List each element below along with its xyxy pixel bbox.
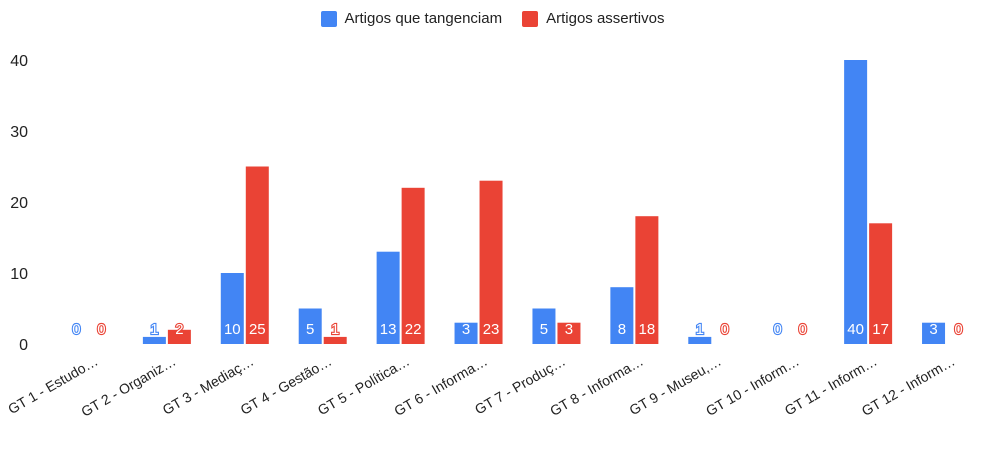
bar	[610, 287, 634, 344]
y-tick-label: 20	[10, 195, 28, 212]
data-label: 5	[540, 321, 548, 338]
data-label: 1	[150, 321, 158, 338]
data-label: 0	[97, 321, 105, 338]
data-label: 1	[696, 321, 704, 338]
bar	[557, 322, 581, 344]
data-label: 17	[872, 321, 889, 338]
bar	[245, 166, 269, 344]
data-label: 23	[483, 321, 500, 338]
data-label: 22	[405, 321, 422, 338]
y-tick-label: 30	[10, 124, 28, 141]
bar	[142, 336, 166, 344]
data-label: 3	[462, 321, 470, 338]
data-label: 25	[249, 321, 266, 338]
legend-label-tangenciam: Artigos que tangenciam	[344, 10, 503, 27]
bar	[922, 322, 946, 344]
data-label: 18	[639, 321, 656, 338]
data-label: 40	[847, 321, 864, 338]
data-label: 13	[380, 321, 397, 338]
bar	[869, 223, 893, 344]
legend-swatch-assertivos	[522, 10, 539, 27]
data-label: 2	[175, 321, 183, 338]
bar	[323, 336, 347, 344]
y-tick-label: 10	[10, 266, 28, 283]
data-label: 10	[224, 321, 241, 338]
legend-label-assertivos: Artigos assertivos	[546, 10, 665, 27]
legend: Artigos que tangenciam Artigos assertivo…	[0, 10, 985, 27]
bar	[376, 251, 400, 344]
bar	[479, 180, 503, 344]
bar	[688, 336, 712, 344]
bar	[454, 322, 478, 344]
data-label: 3	[565, 321, 573, 338]
data-label: 0	[721, 321, 729, 338]
data-label: 0	[799, 321, 807, 338]
legend-item-tangenciam[interactable]: Artigos que tangenciam	[320, 10, 503, 27]
data-label: 5	[306, 321, 314, 338]
data-label: 8	[618, 321, 626, 338]
bar	[298, 308, 322, 344]
bar	[844, 60, 868, 344]
bar	[532, 308, 556, 344]
data-label: 0	[954, 321, 962, 338]
data-label: 1	[331, 321, 339, 338]
data-label: 0	[72, 321, 80, 338]
y-tick-label: 0	[19, 337, 28, 354]
bar	[401, 187, 425, 344]
y-tick-label: 40	[10, 53, 28, 70]
legend-swatch-tangenciam	[320, 10, 337, 27]
bar	[635, 216, 659, 344]
data-label: 0	[774, 321, 782, 338]
bar	[220, 273, 244, 344]
data-label: 3	[929, 321, 937, 338]
bar	[167, 329, 191, 344]
legend-item-assertivos[interactable]: Artigos assertivos	[522, 10, 664, 27]
